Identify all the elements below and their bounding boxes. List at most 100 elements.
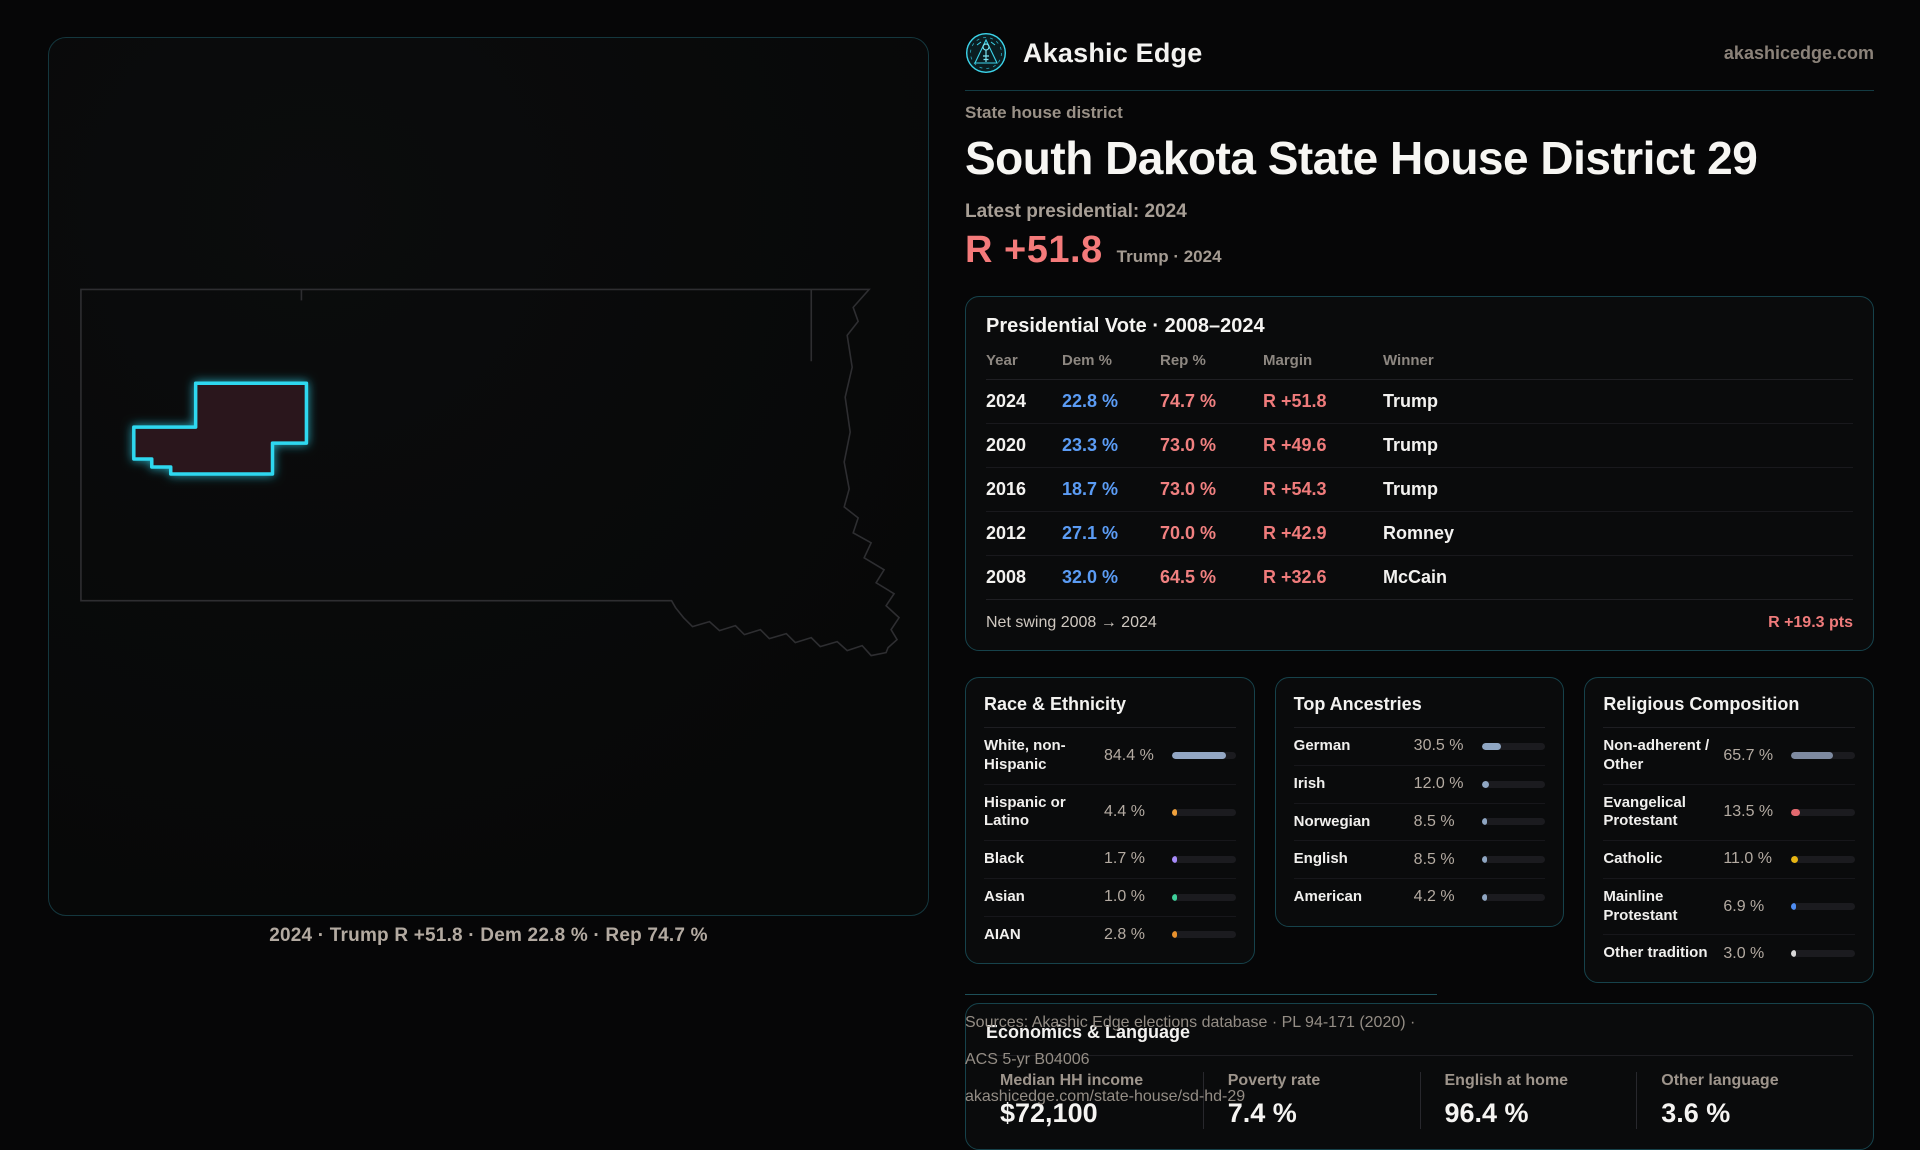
district-29-shape[interactable] xyxy=(132,381,309,476)
vote-table-row: 2012 27.1 % 70.0 % R +42.9 Romney xyxy=(986,512,1853,556)
stat-bar-fill xyxy=(1172,752,1226,760)
ancestries-stat-row: English 8.5 % xyxy=(1293,841,1546,879)
stat-bar-fill xyxy=(1481,742,1502,750)
stat-bar-fill xyxy=(1481,818,1488,826)
stat-value: 4.4 % xyxy=(1104,803,1145,821)
demographics-row: Race & Ethnicity White, non-Hispanic 84.4 … xyxy=(965,677,1875,983)
religion-stat-row: Evangelical Protestant 13.5 % xyxy=(1603,785,1856,841)
race-stat-row: White, non-Hispanic 84.4 % xyxy=(984,728,1236,785)
stat-value: 65.7 % xyxy=(1723,746,1774,764)
net-swing-label: Net swing 2008 → 2024 xyxy=(986,614,1157,631)
vote-table-row: 2020 23.3 % 73.0 % R +49.6 Trump xyxy=(986,424,1853,468)
net-swing-row: Net swing 2008 → 2024 R +19.3 pts xyxy=(986,600,1853,636)
stat-bar-fill xyxy=(1172,808,1177,816)
col-winner: Winner xyxy=(1383,352,1434,369)
ancestries-stat-row: Norwegian 8.5 % xyxy=(1293,804,1546,842)
headline-margin-value: R +51.8 xyxy=(965,229,1103,271)
cell-dem: 32.0 % xyxy=(1062,567,1119,587)
vote-table-body: 2024 22.8 % 74.7 % R +51.8 Trump 2020 23.3 % 73… xyxy=(986,380,1853,600)
stat-bar-track xyxy=(1481,856,1546,864)
vote-table-header: Year Dem % Rep % Margin Winner xyxy=(986,352,1853,380)
stat-bar-track xyxy=(1172,752,1236,760)
cell-rep: 74.7 % xyxy=(1160,391,1217,411)
stat-bar-fill xyxy=(1791,808,1800,816)
col-margin: Margin xyxy=(1263,352,1313,369)
vote-table-row: 2016 18.7 % 73.0 % R +54.3 Trump xyxy=(986,468,1853,512)
stat-bar-track xyxy=(1481,893,1546,901)
header-divider xyxy=(965,90,1874,91)
stat-bar-track xyxy=(1481,780,1546,788)
ancestries-stat-row: Irish 12.0 % xyxy=(1293,766,1546,804)
religion-stat-row: Catholic 11.0 % xyxy=(1603,841,1856,879)
cell-margin: R +51.8 xyxy=(1263,391,1327,411)
cell-rep: 64.5 % xyxy=(1160,567,1217,587)
stat-value: 1.0 % xyxy=(1104,888,1145,906)
stat-value: 30.5 % xyxy=(1413,737,1464,755)
stat-bar-track xyxy=(1481,818,1546,826)
stat-label: AIAN xyxy=(984,925,1021,943)
cell-dem: 18.7 % xyxy=(1062,479,1119,499)
stat-label: Catholic xyxy=(1603,850,1663,867)
district-map-card xyxy=(48,37,929,916)
stat-label: Irish xyxy=(1293,774,1326,792)
economics-stat-value: 3.6 % xyxy=(1661,1098,1731,1128)
col-rep: Rep % xyxy=(1160,352,1206,369)
panel-divider xyxy=(1603,727,1856,728)
cell-rep: 73.0 % xyxy=(1160,435,1217,455)
stat-bar-track xyxy=(1791,855,1856,863)
sources-line: Sources: Akashic Edge elections database… xyxy=(965,1014,1416,1068)
economics-title: Economics & Language xyxy=(986,1022,1191,1042)
south-dakota-map[interactable] xyxy=(49,38,928,915)
stat-value: 2.8 % xyxy=(1104,925,1145,943)
stat-bar-fill xyxy=(1481,856,1488,864)
economics-stat: English at home 96.4 % xyxy=(1419,1072,1637,1129)
stat-bar-fill xyxy=(1172,931,1177,939)
ancestries-stat-row: German 30.5 % xyxy=(1293,728,1546,766)
stat-label: English xyxy=(1293,850,1348,868)
stat-label: German xyxy=(1293,737,1351,754)
economics-stat-value: 96.4 % xyxy=(1444,1098,1529,1128)
cell-dem: 22.8 % xyxy=(1062,391,1119,411)
cell-rep: 70.0 % xyxy=(1160,523,1217,543)
headline-margin-context: Trump · 2024 xyxy=(1116,247,1222,266)
stat-bar-track xyxy=(1172,808,1236,816)
race-stat-row: AIAN 2.8 % xyxy=(984,917,1236,954)
col-year: Year xyxy=(986,352,1018,369)
race-stat-row: Black 1.7 % xyxy=(984,841,1236,879)
stat-value: 8.5 % xyxy=(1413,812,1455,830)
stat-value: 4.2 % xyxy=(1413,888,1455,906)
race-title: Race & Ethnicity xyxy=(984,694,1127,714)
akashic-edge-logo-icon xyxy=(966,33,1006,73)
cell-margin: R +42.9 xyxy=(1263,523,1327,543)
stat-bar-fill xyxy=(1172,893,1177,901)
map-caption: 2024 · Trump R +51.8 · Dem 22.8 % · Rep … xyxy=(269,925,708,946)
economics-stat: Other language 3.6 % xyxy=(1636,1072,1853,1129)
stat-label: Black xyxy=(984,850,1025,867)
cell-winner: Trump xyxy=(1383,479,1439,499)
panel-divider xyxy=(984,727,1236,728)
latest-presidential-label: Latest presidential: 2024 xyxy=(965,201,1187,222)
stat-label: Hispanic or Latino xyxy=(984,793,1066,830)
ancestries-panel: Top Ancestries German 30.5 % Irish 12.0 % Nor… xyxy=(1274,677,1565,927)
vote-panel-title: Presidential Vote · 2008–2024 xyxy=(986,315,1265,337)
headline-margin-row: R +51.8 Trump · 2024 xyxy=(965,229,1874,272)
presidential-vote-panel: Presidential Vote · 2008–2024 Year Dem %… xyxy=(965,296,1874,651)
brand-header: Akashic Edge akashicedge.com xyxy=(965,0,1874,74)
sources-permalink[interactable]: akashicedge.com/state-house/sd-hd-29 xyxy=(965,1088,1246,1105)
vote-table-row: 2008 32.0 % 64.5 % R +32.6 McCain xyxy=(986,556,1853,600)
cell-year: 2008 xyxy=(986,567,1027,587)
stat-bar-track xyxy=(1791,903,1856,910)
religion-title: Religious Composition xyxy=(1603,694,1800,714)
economics-stat-label: Other language xyxy=(1661,1072,1779,1089)
ancestries-stat-row: American 4.2 % xyxy=(1294,879,1546,916)
religion-panel: Religious Composition Non-adherent / Othe… xyxy=(1584,677,1875,983)
stat-bar-fill xyxy=(1481,780,1490,788)
stat-value: 13.5 % xyxy=(1723,803,1774,821)
stat-value: 12.0 % xyxy=(1413,775,1464,793)
brand-domain-link[interactable]: akashicedge.com xyxy=(1723,42,1874,63)
stat-bar-fill xyxy=(1481,893,1487,901)
cell-winner: Trump xyxy=(1383,391,1439,411)
stat-label: Non-adherent / Other xyxy=(1603,737,1710,773)
cell-year: 2024 xyxy=(986,391,1027,411)
brand-name: Akashic Edge xyxy=(1023,37,1203,68)
